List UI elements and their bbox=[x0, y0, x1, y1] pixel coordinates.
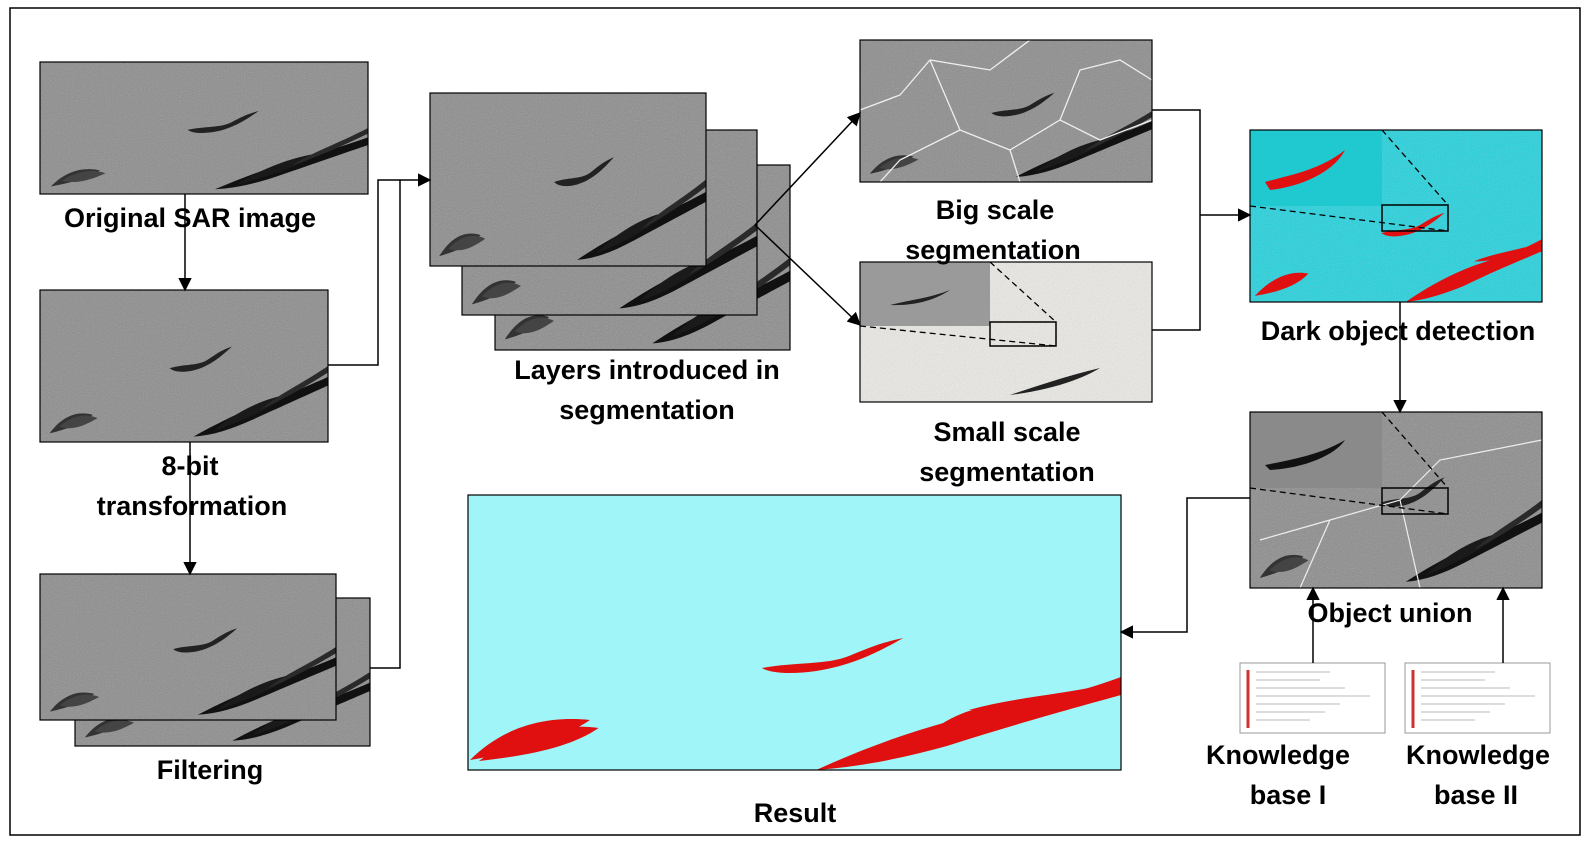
image-object-union bbox=[1250, 412, 1542, 588]
label: segmentation bbox=[919, 457, 1095, 487]
label: segmentation bbox=[905, 235, 1081, 265]
label: transformation bbox=[97, 491, 288, 521]
image-original bbox=[40, 62, 368, 194]
image-small-scale bbox=[860, 262, 1152, 402]
label: Original SAR image bbox=[64, 203, 316, 233]
label: Filtering bbox=[157, 755, 264, 785]
label: Dark object detection bbox=[1261, 316, 1536, 346]
label: Knowledge bbox=[1406, 740, 1550, 770]
label: 8-bit bbox=[162, 451, 219, 481]
image-knowledge-base-2 bbox=[1405, 663, 1550, 733]
image-filtering bbox=[40, 574, 370, 746]
label: segmentation bbox=[559, 395, 735, 425]
diagram: Original SAR image 8-bit transformation … bbox=[0, 0, 1590, 843]
label: Knowledge bbox=[1206, 740, 1350, 770]
image-layers bbox=[430, 93, 790, 350]
image-dark-object bbox=[1250, 130, 1542, 302]
image-result bbox=[468, 495, 1121, 770]
label: Object union bbox=[1308, 598, 1473, 628]
label: Small scale bbox=[933, 417, 1080, 447]
label: Result bbox=[754, 798, 837, 828]
image-big-scale bbox=[860, 40, 1152, 182]
label: base I bbox=[1250, 780, 1327, 810]
image-eightbit bbox=[40, 290, 328, 442]
label: Big scale bbox=[936, 195, 1055, 225]
label: base II bbox=[1434, 780, 1518, 810]
label: Layers introduced in bbox=[514, 355, 780, 385]
image-knowledge-base-1 bbox=[1240, 663, 1385, 733]
